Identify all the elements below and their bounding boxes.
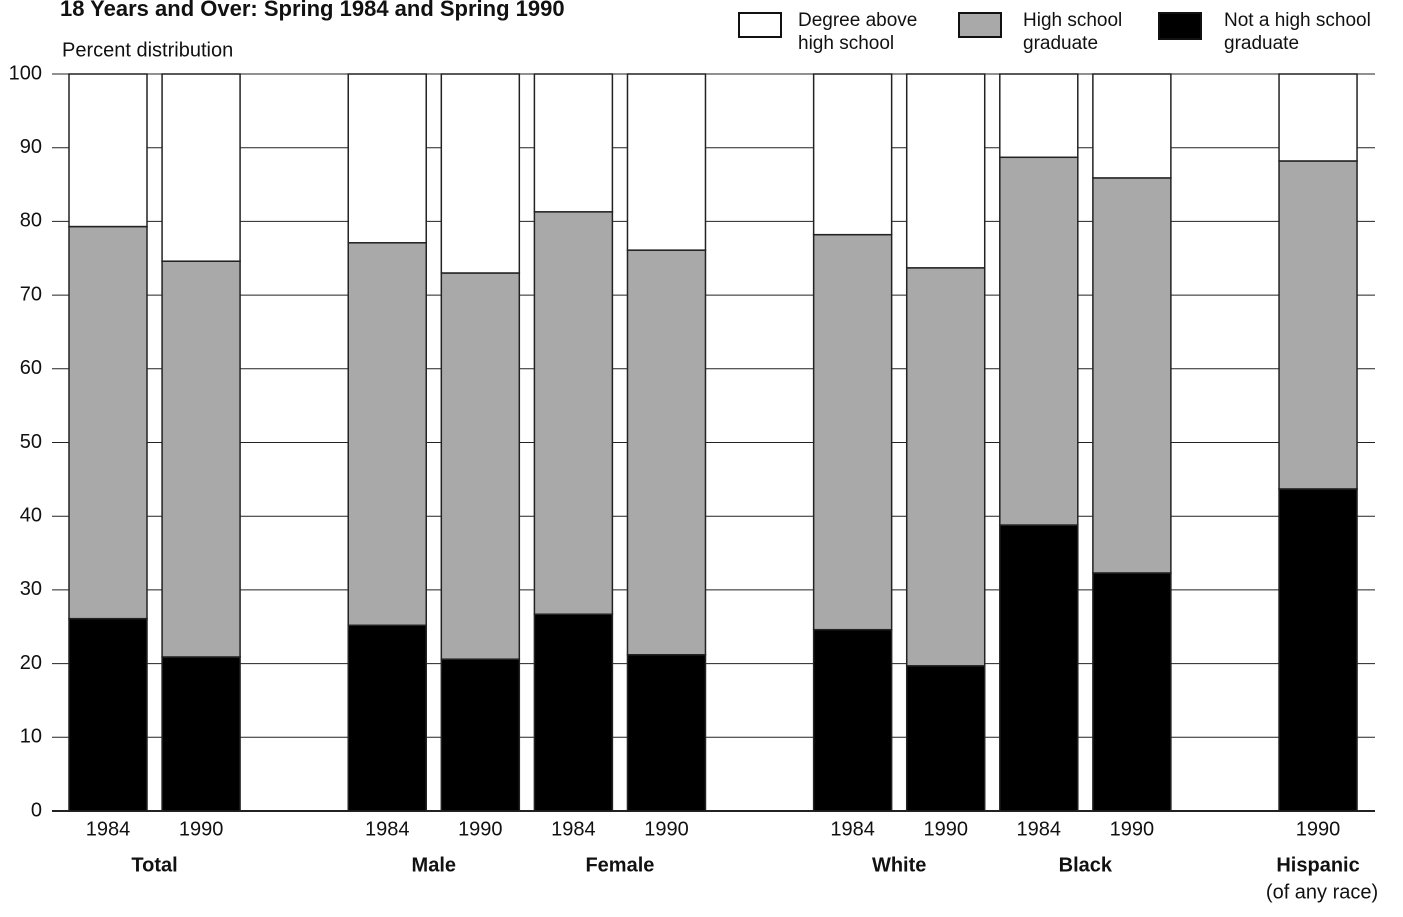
group-label: Hispanic	[1276, 854, 1359, 876]
bar-segment	[999, 73, 1079, 159]
x-tick-label: 1990	[1110, 818, 1155, 840]
x-tick-label: 1990	[458, 818, 503, 840]
bar-segment	[161, 73, 241, 262]
bar-segment	[626, 249, 707, 656]
bar-segment	[812, 73, 893, 236]
bar-segment	[812, 628, 893, 812]
y-tick-label: 100	[9, 62, 42, 84]
bar-segment	[999, 524, 1079, 812]
x-tick-label: 1984	[1017, 818, 1062, 840]
bar-segment	[440, 272, 521, 660]
legend-label: High school graduate	[1023, 10, 1123, 54]
chart-title: 18 Years and Over: Spring 1984 and Sprin…	[60, 0, 565, 21]
x-tick-label: 1990	[1296, 818, 1341, 840]
bar-segment	[812, 233, 893, 631]
bar-segment	[533, 73, 614, 213]
group-label: White	[872, 854, 926, 876]
legend-label: Degree above high school	[798, 10, 918, 54]
bar-segment	[1092, 177, 1172, 574]
x-tick-label: 1990	[923, 818, 968, 840]
bar-segment	[905, 73, 986, 269]
bar-segment	[1278, 73, 1358, 162]
legend-swatch	[958, 12, 1002, 38]
y-tick-label: 10	[20, 726, 42, 748]
group-label: Male	[412, 854, 456, 876]
bar-segment	[440, 658, 521, 812]
legend-swatch	[738, 12, 782, 38]
bar-segment	[68, 73, 148, 228]
bar-segment	[905, 665, 986, 812]
y-tick-label: 70	[20, 283, 42, 305]
y-tick-label: 90	[20, 136, 42, 158]
y-tick-label: 40	[20, 504, 42, 526]
bar-segment	[161, 656, 241, 812]
bar-segment	[626, 654, 707, 812]
chart-subtitle: Percent distribution	[62, 39, 233, 61]
x-tick-label: 1984	[830, 818, 875, 840]
bar-segment	[1278, 488, 1358, 812]
group-label: Total	[131, 854, 177, 876]
bar-segment	[161, 260, 241, 658]
bar-segment	[440, 73, 521, 274]
legend-label: Not a high school graduate	[1224, 10, 1371, 54]
bar-segment	[626, 73, 707, 251]
y-tick-label: 30	[20, 578, 42, 600]
y-tick-label: 60	[20, 357, 42, 379]
bar-segment	[1092, 572, 1172, 812]
bar-segment	[905, 267, 986, 667]
y-tick-label: 20	[20, 652, 42, 674]
bar-segment	[1278, 160, 1358, 490]
bar-segment	[1092, 73, 1172, 179]
bar-segment	[347, 624, 427, 812]
x-tick-label: 1984	[365, 818, 410, 840]
y-tick-label: 80	[20, 210, 42, 232]
bar-segment	[347, 242, 427, 627]
group-label: Female	[585, 854, 654, 876]
bar-segment	[533, 211, 614, 615]
x-tick-label: 1990	[644, 818, 689, 840]
bar-segment	[68, 617, 148, 812]
bar-segment	[347, 73, 427, 244]
bar-segment	[68, 225, 148, 620]
bar-segment	[999, 156, 1079, 526]
group-label: Black	[1059, 854, 1113, 876]
annotation: (of any race)	[1266, 881, 1378, 903]
legend-swatch	[1158, 12, 1202, 40]
y-tick-label: 50	[20, 431, 42, 453]
x-tick-label: 1984	[551, 818, 596, 840]
bar-segment	[533, 613, 614, 812]
x-tick-label: 1990	[179, 818, 224, 840]
x-tick-label: 1984	[86, 818, 131, 840]
y-tick-label: 0	[31, 799, 42, 821]
